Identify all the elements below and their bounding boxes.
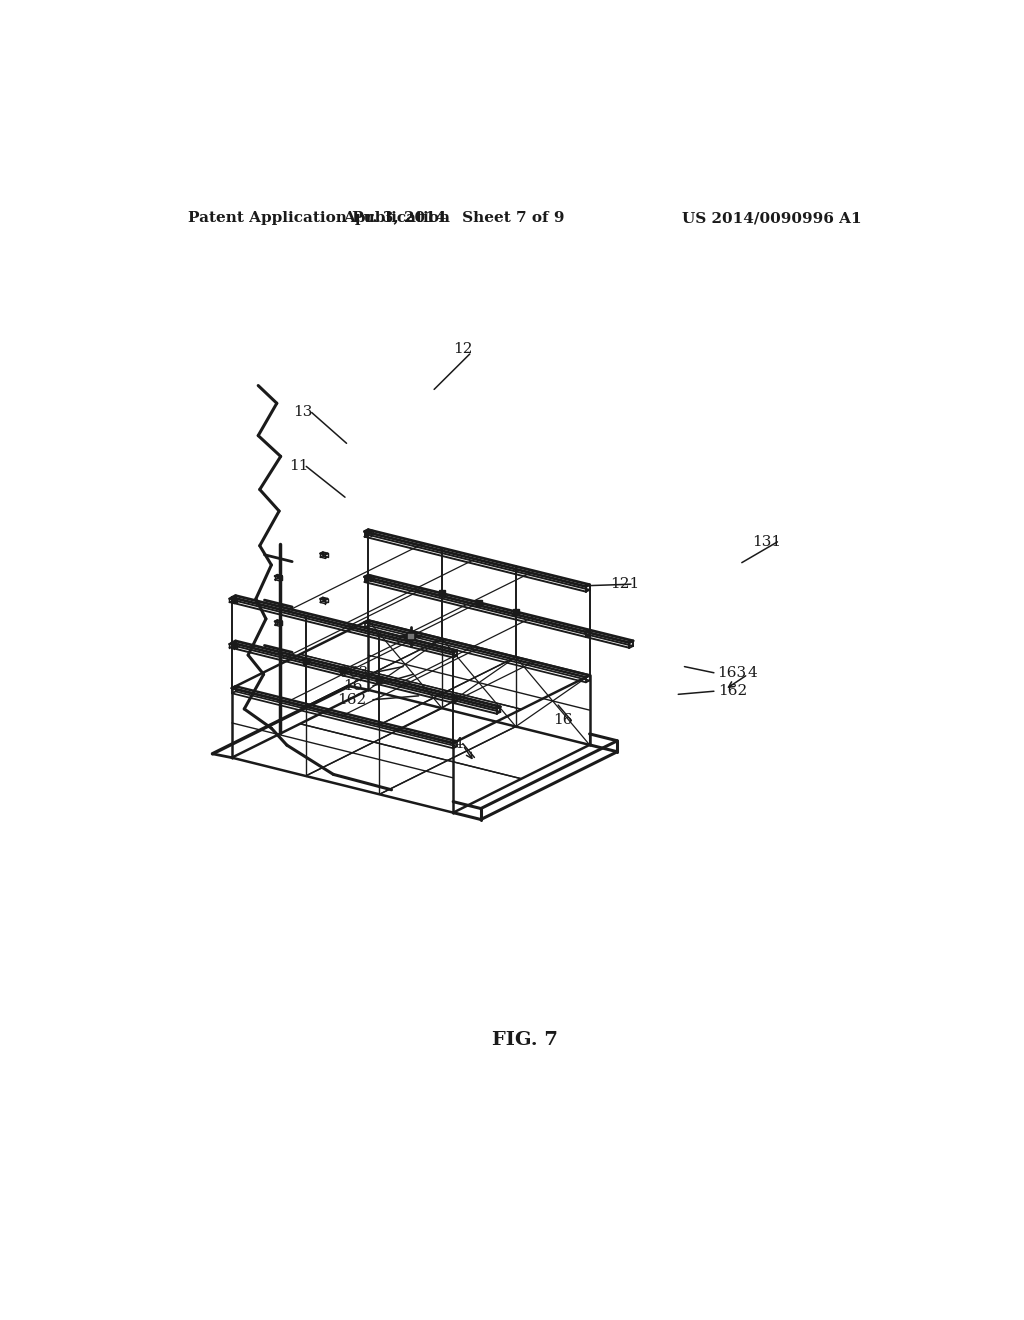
Text: 163: 163 bbox=[717, 665, 746, 680]
Text: 131: 131 bbox=[752, 535, 781, 549]
Bar bbox=[407, 632, 415, 640]
Text: 163: 163 bbox=[339, 665, 368, 680]
Text: Patent Application Publication: Patent Application Publication bbox=[188, 211, 451, 226]
Text: 16: 16 bbox=[343, 678, 362, 693]
Text: 121: 121 bbox=[610, 577, 639, 591]
Text: 13: 13 bbox=[293, 405, 312, 420]
Text: 4: 4 bbox=[748, 665, 758, 680]
Text: Apr. 3, 2014   Sheet 7 of 9: Apr. 3, 2014 Sheet 7 of 9 bbox=[343, 211, 564, 226]
Text: 11: 11 bbox=[289, 459, 308, 474]
Text: 162: 162 bbox=[719, 684, 748, 698]
Text: 162: 162 bbox=[337, 693, 367, 706]
Text: 4: 4 bbox=[454, 737, 463, 751]
Text: 12: 12 bbox=[454, 342, 473, 356]
Text: FIG. 7: FIG. 7 bbox=[492, 1031, 558, 1049]
Text: 16: 16 bbox=[553, 714, 572, 727]
Text: US 2014/0090996 A1: US 2014/0090996 A1 bbox=[682, 211, 861, 226]
